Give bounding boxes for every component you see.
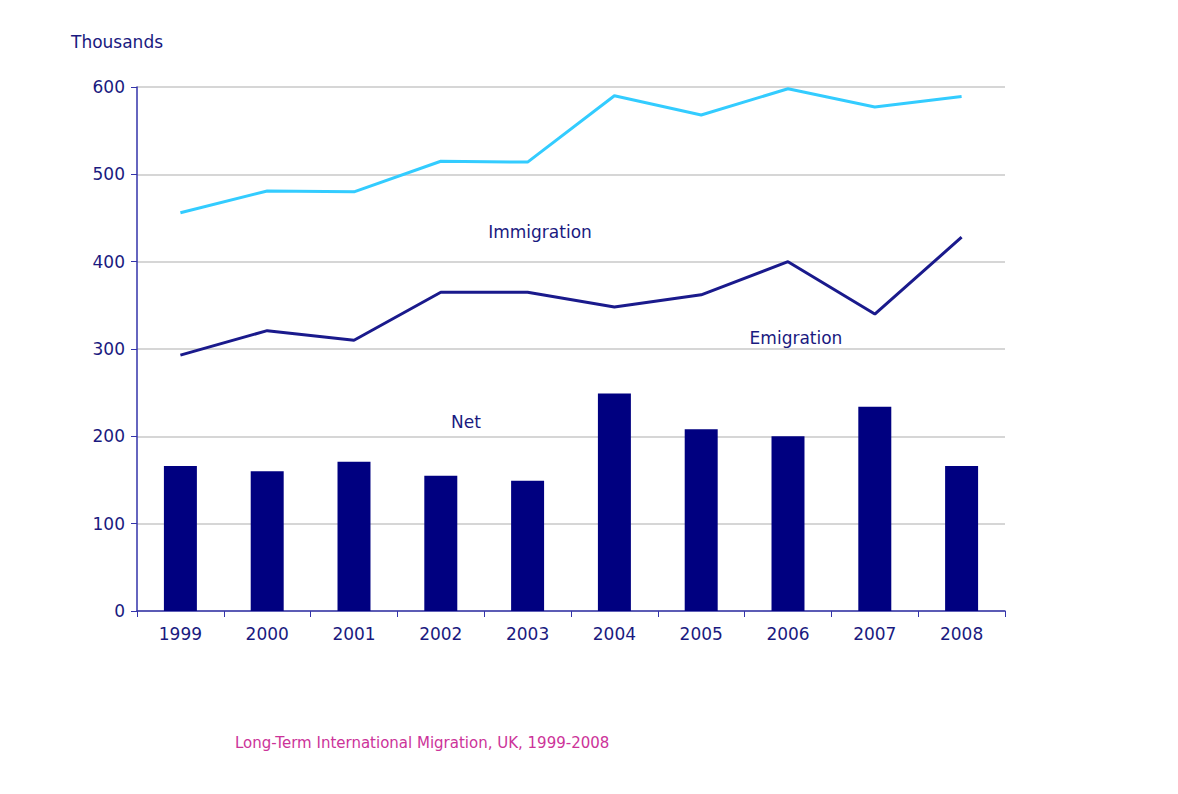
- svg-text:0: 0: [114, 601, 125, 621]
- svg-text:1999: 1999: [159, 624, 202, 644]
- svg-text:100: 100: [93, 514, 125, 534]
- svg-text:2004: 2004: [593, 624, 636, 644]
- svg-text:2001: 2001: [332, 624, 375, 644]
- svg-text:2002: 2002: [419, 624, 462, 644]
- svg-text:Immigration: Immigration: [488, 222, 592, 242]
- svg-text:200: 200: [93, 426, 125, 446]
- svg-text:Net: Net: [451, 412, 481, 432]
- svg-text:2008: 2008: [940, 624, 983, 644]
- svg-text:400: 400: [93, 252, 125, 272]
- svg-text:Thousands: Thousands: [70, 32, 163, 52]
- svg-text:2000: 2000: [246, 624, 289, 644]
- svg-text:Emigration: Emigration: [750, 328, 843, 348]
- svg-text:2003: 2003: [506, 624, 549, 644]
- svg-text:2006: 2006: [766, 624, 809, 644]
- svg-text:Long-Term International Migrat: Long-Term International Migration, UK, 1…: [235, 734, 609, 752]
- svg-text:2005: 2005: [680, 624, 723, 644]
- svg-text:500: 500: [93, 164, 125, 184]
- svg-text:2007: 2007: [853, 624, 896, 644]
- svg-text:300: 300: [93, 339, 125, 359]
- svg-text:600: 600: [93, 77, 125, 97]
